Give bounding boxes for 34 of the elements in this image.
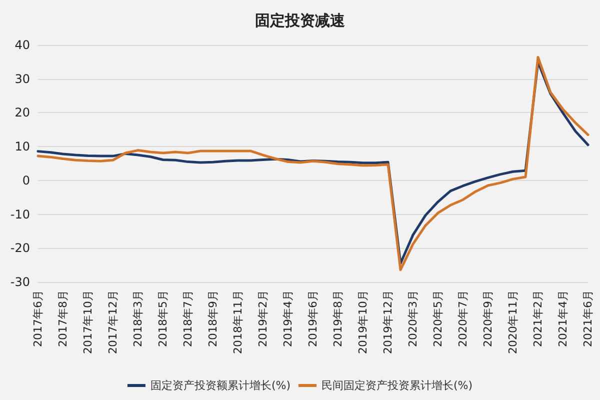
y-tick-label: -10 <box>10 207 30 222</box>
x-tick-label: 2019年4月 <box>282 290 294 347</box>
x-tick-label: 2018年9月 <box>206 290 220 347</box>
x-tick-label: 2020年5月 <box>432 290 444 347</box>
chart-title: 固定投资减速 <box>255 12 346 30</box>
x-tick-label: 2019年12月 <box>382 290 394 354</box>
x-tick-label: 2019年8月 <box>332 290 344 347</box>
y-tick-label: 20 <box>14 106 30 120</box>
x-tick-label: 2020年7月 <box>456 290 470 347</box>
x-tick-label: 2021年4月 <box>556 290 570 347</box>
x-tick-label: 2018年11月 <box>232 290 244 354</box>
x-tick-label: 2017年10月 <box>82 290 94 354</box>
x-tick-label: 2020年11月 <box>506 290 520 354</box>
legend-label: 民间固定资产投资累计增长(%) <box>322 379 473 392</box>
x-tick-label: 2019年2月 <box>256 290 270 347</box>
y-tick-label: 10 <box>14 140 30 154</box>
x-tick-label: 2017年12月 <box>106 290 120 354</box>
x-tick-label: 2021年2月 <box>532 290 544 347</box>
legend-label: 固定资产投资额累计增长(%) <box>150 379 291 392</box>
x-tick-label: 2018年3月 <box>132 290 144 347</box>
y-tick-label: -30 <box>10 275 30 289</box>
x-tick-label: 2019年6月 <box>306 290 320 347</box>
y-tick-label: 30 <box>14 72 30 86</box>
y-tick-label: 0 <box>22 173 30 188</box>
x-tick-label: 2020年3月 <box>406 290 420 347</box>
x-tick-label: 2020年9月 <box>482 290 494 347</box>
x-tick-label: 2019年10月 <box>356 290 370 354</box>
x-tick-label: 2017年8月 <box>56 290 70 347</box>
x-tick-label: 2017年6月 <box>32 290 44 347</box>
x-tick-label: 2018年5月 <box>156 290 170 347</box>
y-tick-label: -20 <box>10 241 30 256</box>
x-tick-label: 2018年7月 <box>182 290 194 347</box>
x-tick-label: 2021年6月 <box>582 290 594 347</box>
y-tick-label: 40 <box>14 38 30 52</box>
